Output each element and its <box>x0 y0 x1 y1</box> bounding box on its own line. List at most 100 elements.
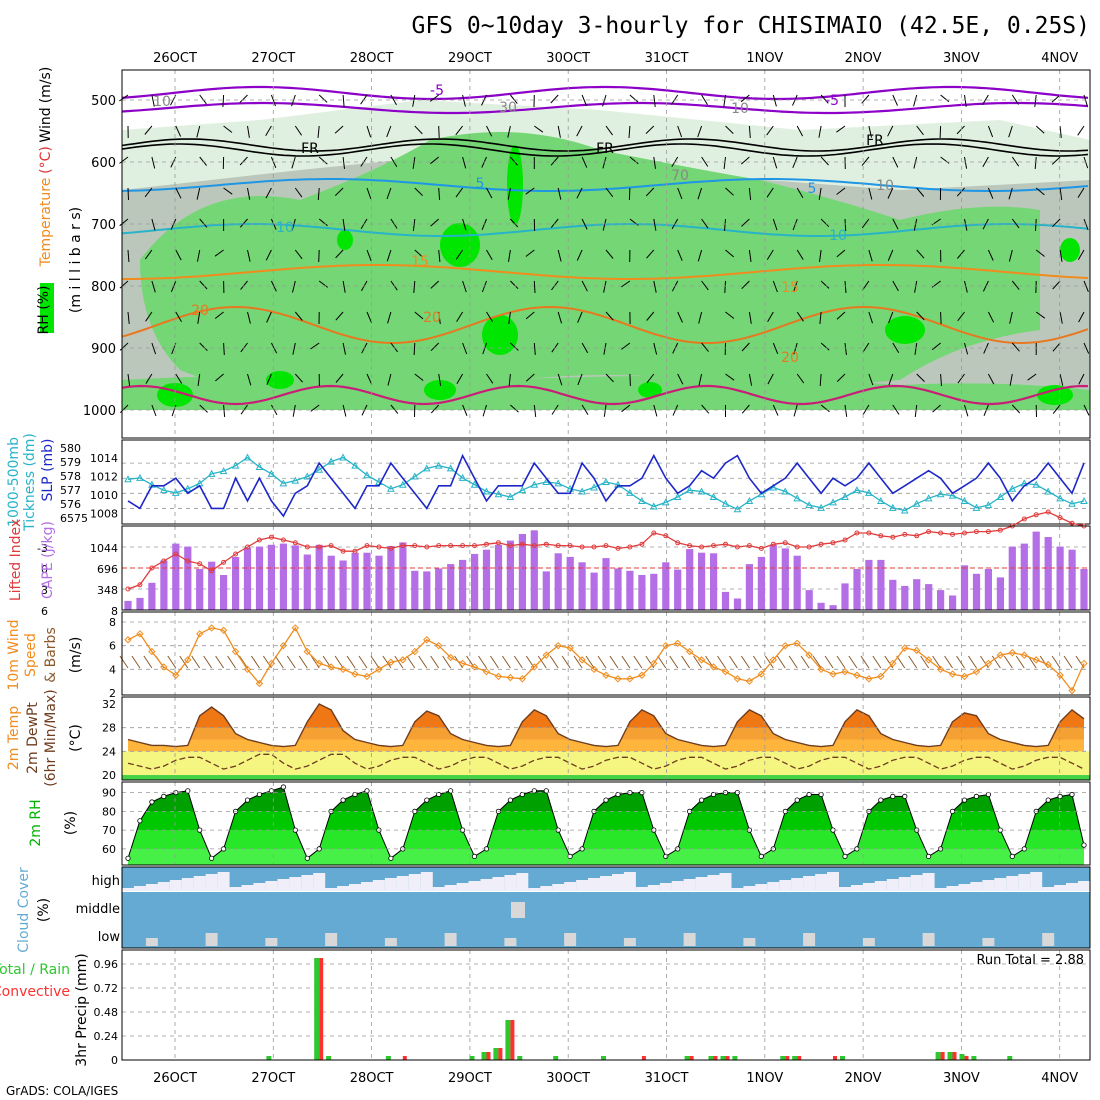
rh-area-saturated <box>440 223 480 267</box>
wind-barb <box>1011 156 1020 167</box>
cape-bar <box>733 598 742 610</box>
thickness-point <box>853 486 861 494</box>
wind-barb <box>987 373 995 385</box>
thickness-point <box>888 503 897 511</box>
cape-bar <box>148 582 156 610</box>
wind-barb <box>1035 218 1037 232</box>
wind-barb <box>510 280 519 290</box>
wind-speed-point <box>769 656 778 664</box>
temp-ylabel2: 2m DewPt <box>25 702 41 774</box>
temp-tick: 32 <box>102 698 116 711</box>
wind-barb <box>628 125 631 139</box>
lifted-index-point <box>794 544 800 550</box>
wind-barb <box>291 218 296 231</box>
wind-barb <box>430 156 440 165</box>
wind-barb <box>1077 125 1085 136</box>
cloud-high-gap <box>456 883 469 891</box>
precip-total-bar <box>684 1056 690 1060</box>
wind-speed-point <box>542 651 550 659</box>
lifted-index-point <box>579 544 585 550</box>
cloud-high-gap <box>731 888 744 891</box>
rh-area-saturated <box>337 230 353 250</box>
wind-barb-10m <box>717 655 726 669</box>
wind-barb <box>818 125 822 138</box>
lifted-index-point <box>531 543 537 549</box>
wind-barb <box>557 249 562 262</box>
contour-minus5 <box>121 85 1089 101</box>
wind-speed-point <box>136 630 144 638</box>
precip-total-bar <box>732 1056 738 1060</box>
pressure-tick: 700 <box>91 218 116 233</box>
cloud-high-gap <box>635 887 648 891</box>
precip-total-bar <box>971 1056 977 1060</box>
wind-barb <box>653 280 657 293</box>
lifted-index-point <box>149 565 155 571</box>
wind-barb <box>836 187 846 195</box>
wind-barb-10m <box>1027 655 1037 669</box>
wind-speed-point <box>1056 671 1064 679</box>
wind-barb <box>820 156 829 166</box>
thickness-point <box>243 453 252 461</box>
wind-barb-10m <box>561 655 571 669</box>
date-label-top: 2NOV <box>845 51 882 66</box>
wind-barb-10m <box>657 655 667 669</box>
wind-barb <box>645 187 655 197</box>
cape-bar <box>853 569 861 610</box>
wind-barb <box>931 342 941 351</box>
cape-bar <box>745 564 753 610</box>
wind-barb <box>1008 125 1013 138</box>
wind-barb <box>127 373 131 386</box>
cape-bar <box>160 560 168 610</box>
temp-fill-hot <box>128 704 1084 728</box>
cloud-high-gap <box>647 885 660 891</box>
wind-barb <box>390 404 399 414</box>
wind-barb <box>294 311 303 321</box>
cape-bar <box>447 564 455 610</box>
cape-bar <box>399 542 407 610</box>
wind-speed-point <box>948 670 957 678</box>
wind-barb <box>119 342 129 351</box>
wind-barb <box>724 280 726 294</box>
wind-speed-point <box>733 675 742 683</box>
wind-barb <box>265 187 272 199</box>
wind-barb <box>892 404 900 415</box>
rh-area-saturated <box>885 316 925 344</box>
cloud-low-bar <box>564 933 577 946</box>
wind-barb <box>1083 342 1090 354</box>
rh-area-saturated <box>424 380 456 400</box>
wind-barb <box>701 94 708 105</box>
cloud-high-gap <box>432 887 445 891</box>
wind-barb-10m <box>227 655 236 669</box>
cloud-high-gap <box>325 888 338 891</box>
thickness-point <box>721 499 730 507</box>
wind-barb <box>119 156 129 164</box>
wind-barb-10m <box>848 655 858 669</box>
wind-barb <box>1078 311 1085 323</box>
precip-conv-bar <box>725 1056 730 1060</box>
rh-point <box>280 784 286 790</box>
cloud-low-bar <box>1042 933 1055 946</box>
thickness-point <box>805 501 813 509</box>
thickness-point <box>1032 480 1041 488</box>
wind-speed-point <box>219 626 228 634</box>
wind-barb-10m <box>872 655 882 669</box>
wind-barb-10m <box>752 655 762 669</box>
rh-point <box>997 827 1003 833</box>
wind-barb <box>772 342 779 354</box>
slp-panel-frame <box>121 439 1091 525</box>
wind-barb <box>581 156 588 168</box>
cape-bar <box>913 579 921 610</box>
cape-bar <box>674 569 682 610</box>
wind-speed-point <box>148 647 156 656</box>
cape-bar <box>196 569 204 610</box>
wind-barb <box>119 94 129 102</box>
contour-label: 30 <box>499 100 517 116</box>
lifted-index-point <box>292 540 298 546</box>
wind-barb <box>557 311 562 324</box>
wind10-ylabel1: 10m Wind <box>6 619 22 690</box>
wind-speed-point <box>303 647 311 656</box>
cape-bar <box>387 546 395 610</box>
thickness-point <box>829 498 837 506</box>
lifted-index-point <box>316 544 322 550</box>
